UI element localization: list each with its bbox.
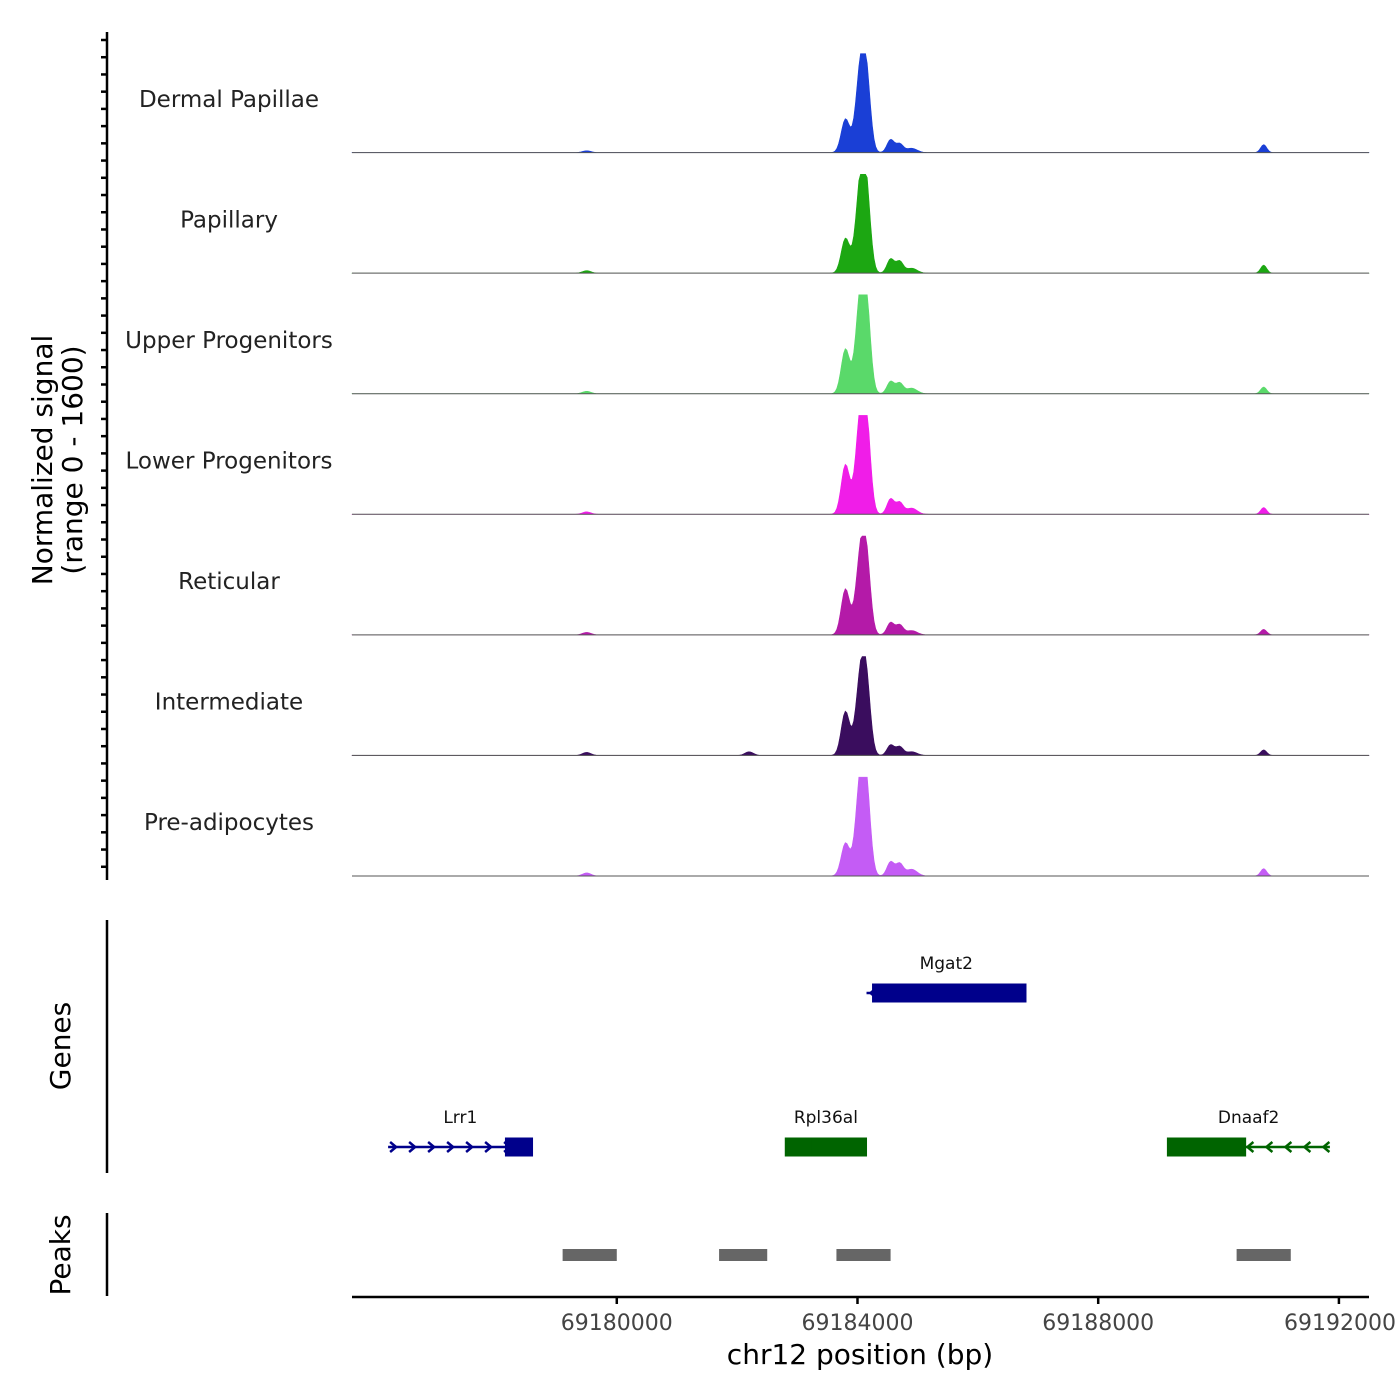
coverage-area bbox=[351, 415, 1370, 515]
track-papillary: Papillary bbox=[180, 173, 1370, 274]
x-tick-label: 69184000 bbox=[801, 1311, 913, 1336]
peak-region bbox=[719, 1249, 768, 1261]
track-dermal-papillae: Dermal Papillae bbox=[139, 53, 1370, 154]
gene-mgat2: Mgat2 bbox=[866, 954, 1027, 1003]
gene-label: Dnaaf2 bbox=[1218, 1108, 1280, 1128]
x-tick-label: 69188000 bbox=[1042, 1311, 1154, 1336]
coverage-area bbox=[351, 656, 1370, 756]
strand-arrow bbox=[484, 1141, 494, 1153]
peak-region bbox=[1236, 1249, 1291, 1261]
gene-dnaaf2: Dnaaf2 bbox=[1166, 1108, 1331, 1157]
x-tick-label: 69180000 bbox=[561, 1311, 673, 1336]
track-label: Pre-adipocytes bbox=[144, 810, 314, 836]
gene-rpl36al: Rpl36al bbox=[784, 1108, 868, 1157]
peak-region bbox=[836, 1249, 891, 1261]
track-pre-adipocytes: Pre-adipocytes bbox=[144, 776, 1369, 877]
track-label: Intermediate bbox=[155, 690, 303, 716]
coverage-y-axis bbox=[101, 32, 109, 880]
strand-arrow bbox=[1283, 1141, 1293, 1153]
coverage-area bbox=[351, 535, 1370, 636]
coverage-area bbox=[351, 173, 1370, 274]
strand-arrow bbox=[389, 1141, 399, 1153]
track-intermediate: Intermediate bbox=[155, 656, 1370, 756]
strand-arrow bbox=[1264, 1141, 1274, 1153]
gene-exon bbox=[872, 983, 1027, 1003]
gene-lrr1: Lrr1 bbox=[388, 1108, 534, 1157]
strand-arrow bbox=[1321, 1141, 1331, 1153]
strand-arrow bbox=[427, 1141, 437, 1153]
gene-exon bbox=[504, 1137, 534, 1157]
coverage-area bbox=[351, 294, 1370, 395]
track-label: Papillary bbox=[180, 207, 278, 233]
strand-arrow bbox=[1302, 1141, 1312, 1153]
gene-exon bbox=[784, 1137, 813, 1157]
track-label: Lower Progenitors bbox=[126, 448, 333, 474]
track-reticular: Reticular bbox=[178, 535, 1370, 636]
track-label: Dermal Papillae bbox=[139, 87, 319, 113]
gene-exon bbox=[1166, 1137, 1247, 1157]
x-axis-title: chr12 position (bp) bbox=[727, 1338, 993, 1371]
track-label: Upper Progenitors bbox=[125, 328, 333, 354]
coverage-tracks: Dermal Papillae Papillary Upper Progenitor… bbox=[125, 53, 1370, 877]
track-upper-progenitors: Upper Progenitors bbox=[125, 294, 1370, 395]
strand-arrow bbox=[1245, 1141, 1255, 1153]
gene-label: Lrr1 bbox=[443, 1108, 477, 1128]
genes-track-title: Genes bbox=[44, 1002, 77, 1090]
track-lower-progenitors: Lower Progenitors bbox=[126, 415, 1370, 515]
coverage-area bbox=[352, 776, 1369, 877]
track-label: Reticular bbox=[178, 569, 280, 595]
strand-arrow bbox=[408, 1141, 418, 1153]
x-axis: 69180000 69184000 69188000 69192000 bbox=[352, 1295, 1396, 1336]
peak-region bbox=[562, 1249, 617, 1261]
peaks-track bbox=[562, 1249, 1291, 1261]
peaks-track-title: Peaks bbox=[44, 1214, 77, 1295]
y-axis-subtitle: (range 0 - 1600) bbox=[56, 345, 89, 574]
coverage-area bbox=[351, 53, 1370, 153]
x-tick-label: 69192000 bbox=[1284, 1311, 1396, 1336]
gene-annotation-track: Lrr1 Mgat2 Rpl36al Dnaaf2 bbox=[388, 954, 1331, 1157]
gene-label: Mgat2 bbox=[920, 954, 973, 974]
strand-arrow bbox=[465, 1141, 475, 1153]
y-axis-title: Normalized signal bbox=[26, 335, 59, 586]
gene-exon bbox=[811, 1137, 868, 1157]
gene-label: Rpl36al bbox=[794, 1108, 858, 1128]
strand-arrow bbox=[446, 1141, 456, 1153]
